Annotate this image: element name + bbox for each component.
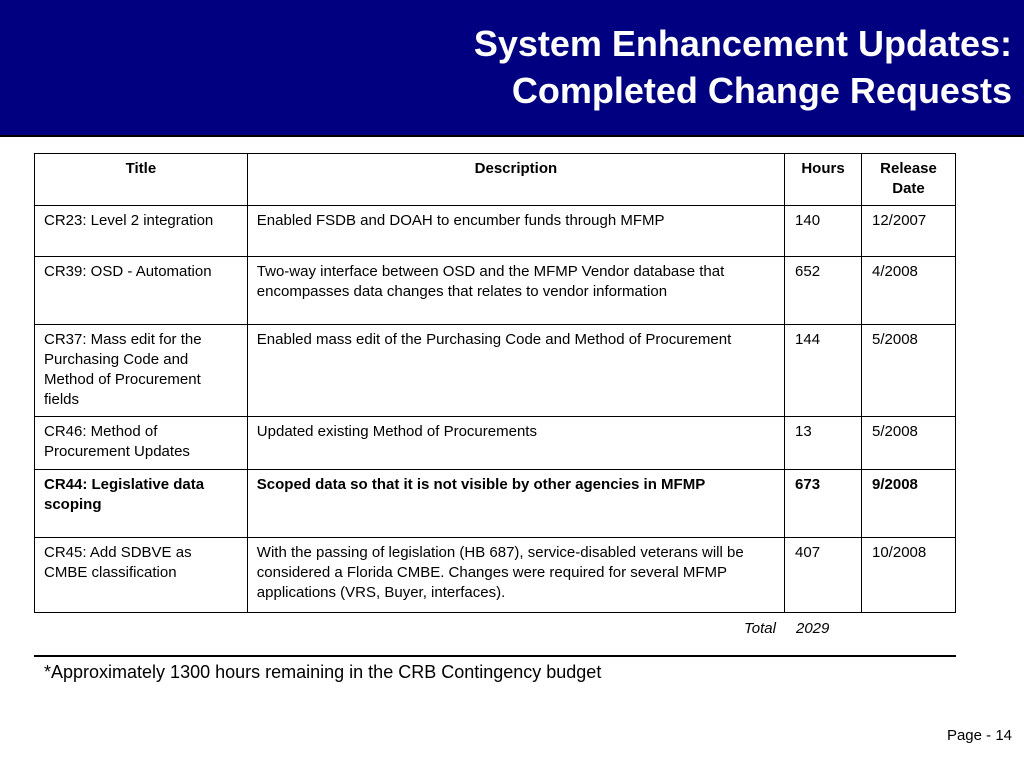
cell-hours: 407 [784, 537, 862, 613]
table-row: CR46: Method of Procurement Updates Upda… [34, 416, 956, 470]
cell-hours: 144 [784, 324, 862, 417]
cell-title: CR23: Level 2 integration [34, 205, 248, 257]
column-header-description: Description [246, 153, 786, 206]
cell-release-date: 10/2008 [861, 537, 956, 613]
cell-release-date: 5/2008 [861, 416, 956, 470]
cell-hours: 140 [784, 205, 862, 257]
table-row: CR37: Mass edit for the Purchasing Code … [34, 324, 956, 417]
slide-title: System Enhancement Updates: Completed Ch… [474, 20, 1012, 114]
cell-title: CR44: Legislative data scoping [34, 469, 248, 538]
footnote-divider [34, 655, 956, 657]
column-header-release-date: Release Date [861, 153, 956, 206]
table-row: CR23: Level 2 integration Enabled FSDB a… [34, 205, 956, 257]
page-number: Page - 14 [946, 727, 1012, 744]
cell-release-date: 5/2008 [861, 324, 956, 417]
cell-description: Enabled FSDB and DOAH to encumber funds … [246, 205, 786, 257]
slide-title-line-2: Completed Change Requests [511, 70, 1012, 111]
table-row: CR45: Add SDBVE as CMBE classification W… [34, 537, 956, 613]
cell-description: Scoped data so that it is not visible by… [246, 469, 786, 538]
cell-title: CR45: Add SDBVE as CMBE classification [34, 537, 248, 613]
cell-description: Enabled mass edit of the Purchasing Code… [246, 324, 786, 417]
slide-title-line-1: System Enhancement Updates: [473, 23, 1012, 64]
cell-title: CR37: Mass edit for the Purchasing Code … [34, 324, 248, 417]
total-label: Total [744, 620, 776, 637]
cell-hours: 652 [784, 256, 862, 325]
total-hours-value: 2029 [796, 620, 830, 637]
table-header-row: Title Description Hours Release Date [34, 153, 956, 206]
table-row: CR39: OSD - Automation Two-way interface… [34, 256, 956, 325]
cell-release-date: 12/2007 [861, 205, 956, 257]
cell-release-date: 4/2008 [861, 256, 956, 325]
cell-title: CR46: Method of Procurement Updates [34, 416, 248, 470]
column-header-hours: Hours [784, 153, 862, 206]
cell-description: Updated existing Method of Procurements [246, 416, 786, 470]
cell-hours: 673 [784, 469, 862, 538]
change-requests-table: Title Description Hours Release Date CR2… [34, 153, 956, 613]
cell-description: With the passing of legislation (HB 687)… [246, 537, 786, 613]
slide-header: System Enhancement Updates: Completed Ch… [0, 0, 1024, 137]
footnote: *Approximately 1300 hours remaining in t… [44, 662, 602, 682]
column-header-title: Title [34, 153, 248, 206]
cell-hours: 13 [784, 416, 862, 470]
table-row-highlighted: CR44: Legislative data scoping Scoped da… [34, 469, 956, 538]
cell-release-date: 9/2008 [861, 469, 956, 538]
cell-title: CR39: OSD - Automation [34, 256, 248, 325]
cell-description: Two-way interface between OSD and the MF… [246, 256, 786, 325]
